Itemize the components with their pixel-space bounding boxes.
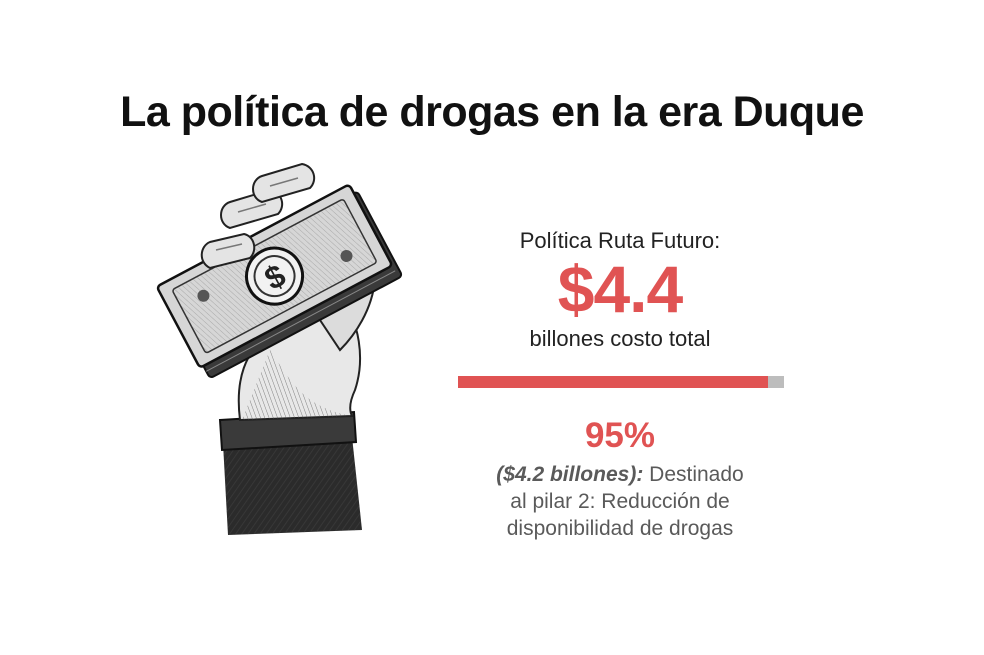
share-desc-line1: Destinado (643, 463, 744, 486)
share-desc-line2: al pilar 2: Reducción de (510, 490, 730, 513)
stat-panel: Política Ruta Futuro: $4.4 billones cost… (440, 220, 800, 542)
share-description: ($4.2 billones): Destinado al pilar 2: R… (440, 461, 800, 542)
share-bar (458, 376, 784, 388)
share-desc-line3: disponibilidad de drogas (506, 517, 734, 540)
policy-label: Política Ruta Futuro: (519, 228, 721, 253)
share-amount-emphasis: ($4.2 billones): (496, 463, 644, 486)
total-amount: $4.4 (557, 252, 683, 326)
share-bar-fill (458, 376, 768, 388)
amount-caption: billones costo total (529, 326, 711, 351)
page-title: La política de drogas en la era Duque (120, 88, 864, 136)
share-percent: 95% (584, 416, 656, 455)
hand-holding-money-icon: $ (150, 150, 420, 550)
